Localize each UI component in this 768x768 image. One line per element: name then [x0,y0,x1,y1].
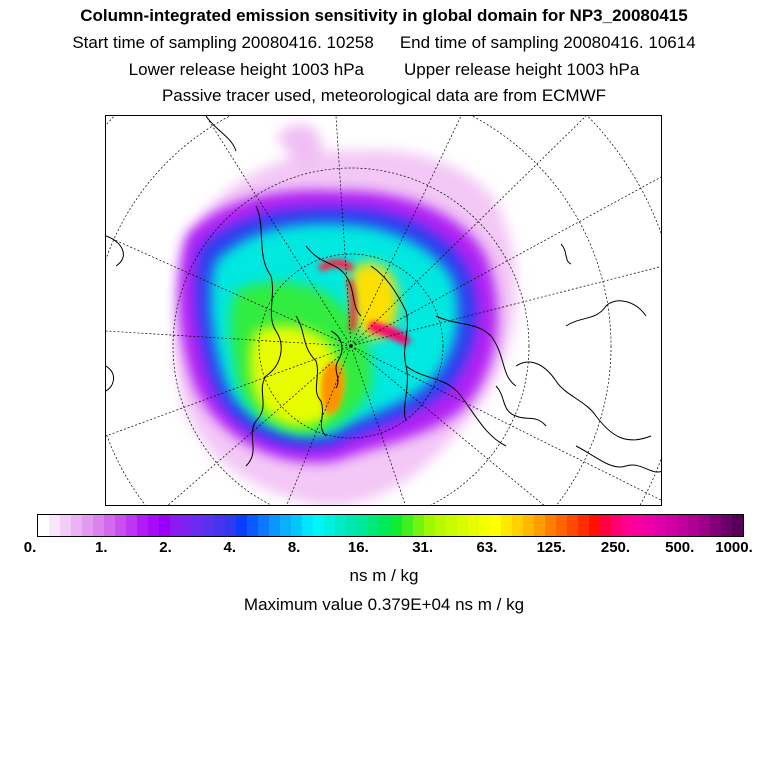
colorbar-swatch [511,515,523,536]
colorbar-swatch [522,515,534,536]
colorbar-tick-label: 63. [476,539,498,556]
plot-title: Column-integrated emission sensitivity i… [80,6,688,25]
start-time-label: Start time of sampling 20080416. 10258 [72,33,374,52]
colorbar-swatch [148,515,160,536]
colorbar-tick-label: 500. [665,539,695,556]
colorbar-swatch [368,515,380,536]
colorbar-swatch [258,515,270,536]
tracer-note: Passive tracer used, meteorological data… [161,86,607,105]
colorbar-swatch [599,515,611,536]
colorbar-swatch [203,515,215,536]
colorbar-swatch [720,515,732,536]
colorbar-tick-label: 1. [95,539,108,556]
graticule [106,116,661,505]
colorbar-swatch [390,515,402,536]
colorbar-swatch [588,515,600,536]
colorbar-swatch [566,515,578,536]
colorbar-swatch [170,515,182,536]
colorbar-swatch [423,515,435,536]
colorbar-swatch [280,515,292,536]
colorbar-swatch [269,515,281,536]
colorbar-swatch [643,515,655,536]
colorbar-swatch [654,515,666,536]
colorbar-swatch [181,515,193,536]
colorbar-swatch [346,515,358,536]
colorbar-swatch [236,515,248,536]
colorbar-tick-label: 250. [600,539,631,556]
colorbar-swatch [82,515,94,536]
colorbar-swatch [137,515,149,536]
colorbar-swatch [38,515,50,536]
colorbar-units: ns m / kg [349,566,419,585]
colorbar-swatch [610,515,622,536]
lower-release-label: Lower release height 1003 hPa [128,60,364,79]
colorbar-ticks: 0. 1. 2. 4. 8. 16. 31. 63. 125. 250. 500. 1000. [0,539,768,559]
colorbar-tick-label: 4. [223,539,237,556]
colorbar-swatch [247,515,259,536]
field-layer-orange [320,362,345,415]
field-layer-yellow [250,262,398,427]
sampling-times: Start time of sampling 20080416. 10258 En… [0,33,768,53]
colorbar-swatch [93,515,105,536]
colorbar [37,514,744,537]
colorbar-tick-label: 2. [159,539,172,556]
colorbar-swatch [313,515,325,536]
colorbar-swatch [60,515,72,536]
end-time-label: End time of sampling 20080416. 10614 [399,33,696,52]
colorbar-swatch [49,515,61,536]
colorbar-swatch [500,515,512,536]
coastlines [106,116,661,473]
release-heights: Lower release height 1003 hPa Upper relea… [0,60,768,80]
colorbar-swatch [456,515,468,536]
colorbar-tick-label: 125. [536,539,566,556]
colorbar-swatch [467,515,479,536]
maximum-value: Maximum value 0.379E+04 ns m / kg [243,595,525,614]
colorbar-swatch [115,515,127,536]
colorbar-swatch [544,515,556,536]
colorbar-tick-label: 0. [23,539,37,556]
colorbar-swatch [632,515,644,536]
colorbar-swatch [478,515,490,536]
field-layer-red [318,259,411,346]
colorbar-swatch [401,515,413,536]
colorbar-swatch [489,515,501,536]
colorbar-swatch [104,515,116,536]
colorbar-tick-label: 31. [412,539,434,556]
colorbar-swatch [225,515,237,536]
colorbar-swatch [731,515,743,536]
colorbar-swatch [555,515,567,536]
colorbar-swatch [71,515,83,536]
polar-map [105,115,662,506]
colorbar-swatch [192,515,204,536]
colorbar-swatch [676,515,688,536]
map-canvas [106,116,661,505]
colorbar-swatch [412,515,424,536]
colorbar-swatch [687,515,699,536]
colorbar-swatch [214,515,226,536]
colorbar-swatch [445,515,457,536]
colorbar-swatch [665,515,677,536]
colorbar-swatch [434,515,446,536]
colorbar-swatch [709,515,721,536]
colorbar-swatch [357,515,369,536]
colorbar-swatch [302,515,314,536]
colorbar-tick-label: 1000. [715,539,753,556]
colorbar-swatch [621,515,633,536]
upper-release-label: Upper release height 1003 hPa [404,60,640,79]
colorbar-tick-label: 8. [287,539,301,556]
colorbar-swatch [291,515,303,536]
colorbar-swatch [335,515,347,536]
colorbar-swatch [533,515,545,536]
colorbar-swatch [324,515,336,536]
colorbar-swatch [159,515,171,536]
colorbar-tick-label: 16. [347,539,369,556]
colorbar-swatch [698,515,710,536]
colorbar-swatch [126,515,138,536]
colorbar-swatch [577,515,589,536]
colorbar-swatch [379,515,391,536]
